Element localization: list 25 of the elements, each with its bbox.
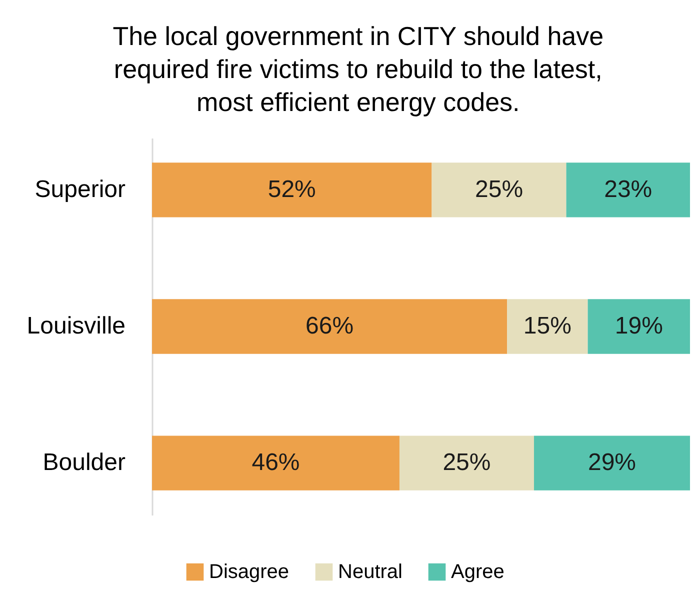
data-label: 15% (523, 312, 572, 340)
y-tick-label: Louisville (26, 312, 126, 340)
data-label: 23% (604, 176, 652, 203)
data-label: 25% (442, 449, 491, 476)
bar (507, 299, 588, 354)
bar (152, 436, 400, 490)
chart-title: The local government in CITY should have required fire victims to rebuild to the latest, most efficient energy codes. (112, 21, 604, 117)
data-label: 19% (614, 312, 663, 340)
bar (588, 299, 690, 354)
data-label: 29% (588, 449, 636, 476)
data-label: 66% (306, 312, 354, 340)
bar (534, 436, 690, 490)
legend-label: Agree (451, 561, 504, 583)
legend-label: Disagree (209, 561, 290, 583)
data-label: 52% (268, 176, 316, 203)
bar (432, 162, 566, 218)
bar (152, 299, 508, 354)
bar (399, 436, 534, 490)
y-tick-label: Superior (34, 176, 126, 203)
data-label: 25% (474, 176, 524, 203)
y-tick-label: Boulder (42, 449, 126, 476)
bar (152, 162, 432, 218)
data-label: 46% (252, 449, 300, 476)
legend-label: Neutral (338, 561, 402, 583)
bar (566, 162, 690, 218)
